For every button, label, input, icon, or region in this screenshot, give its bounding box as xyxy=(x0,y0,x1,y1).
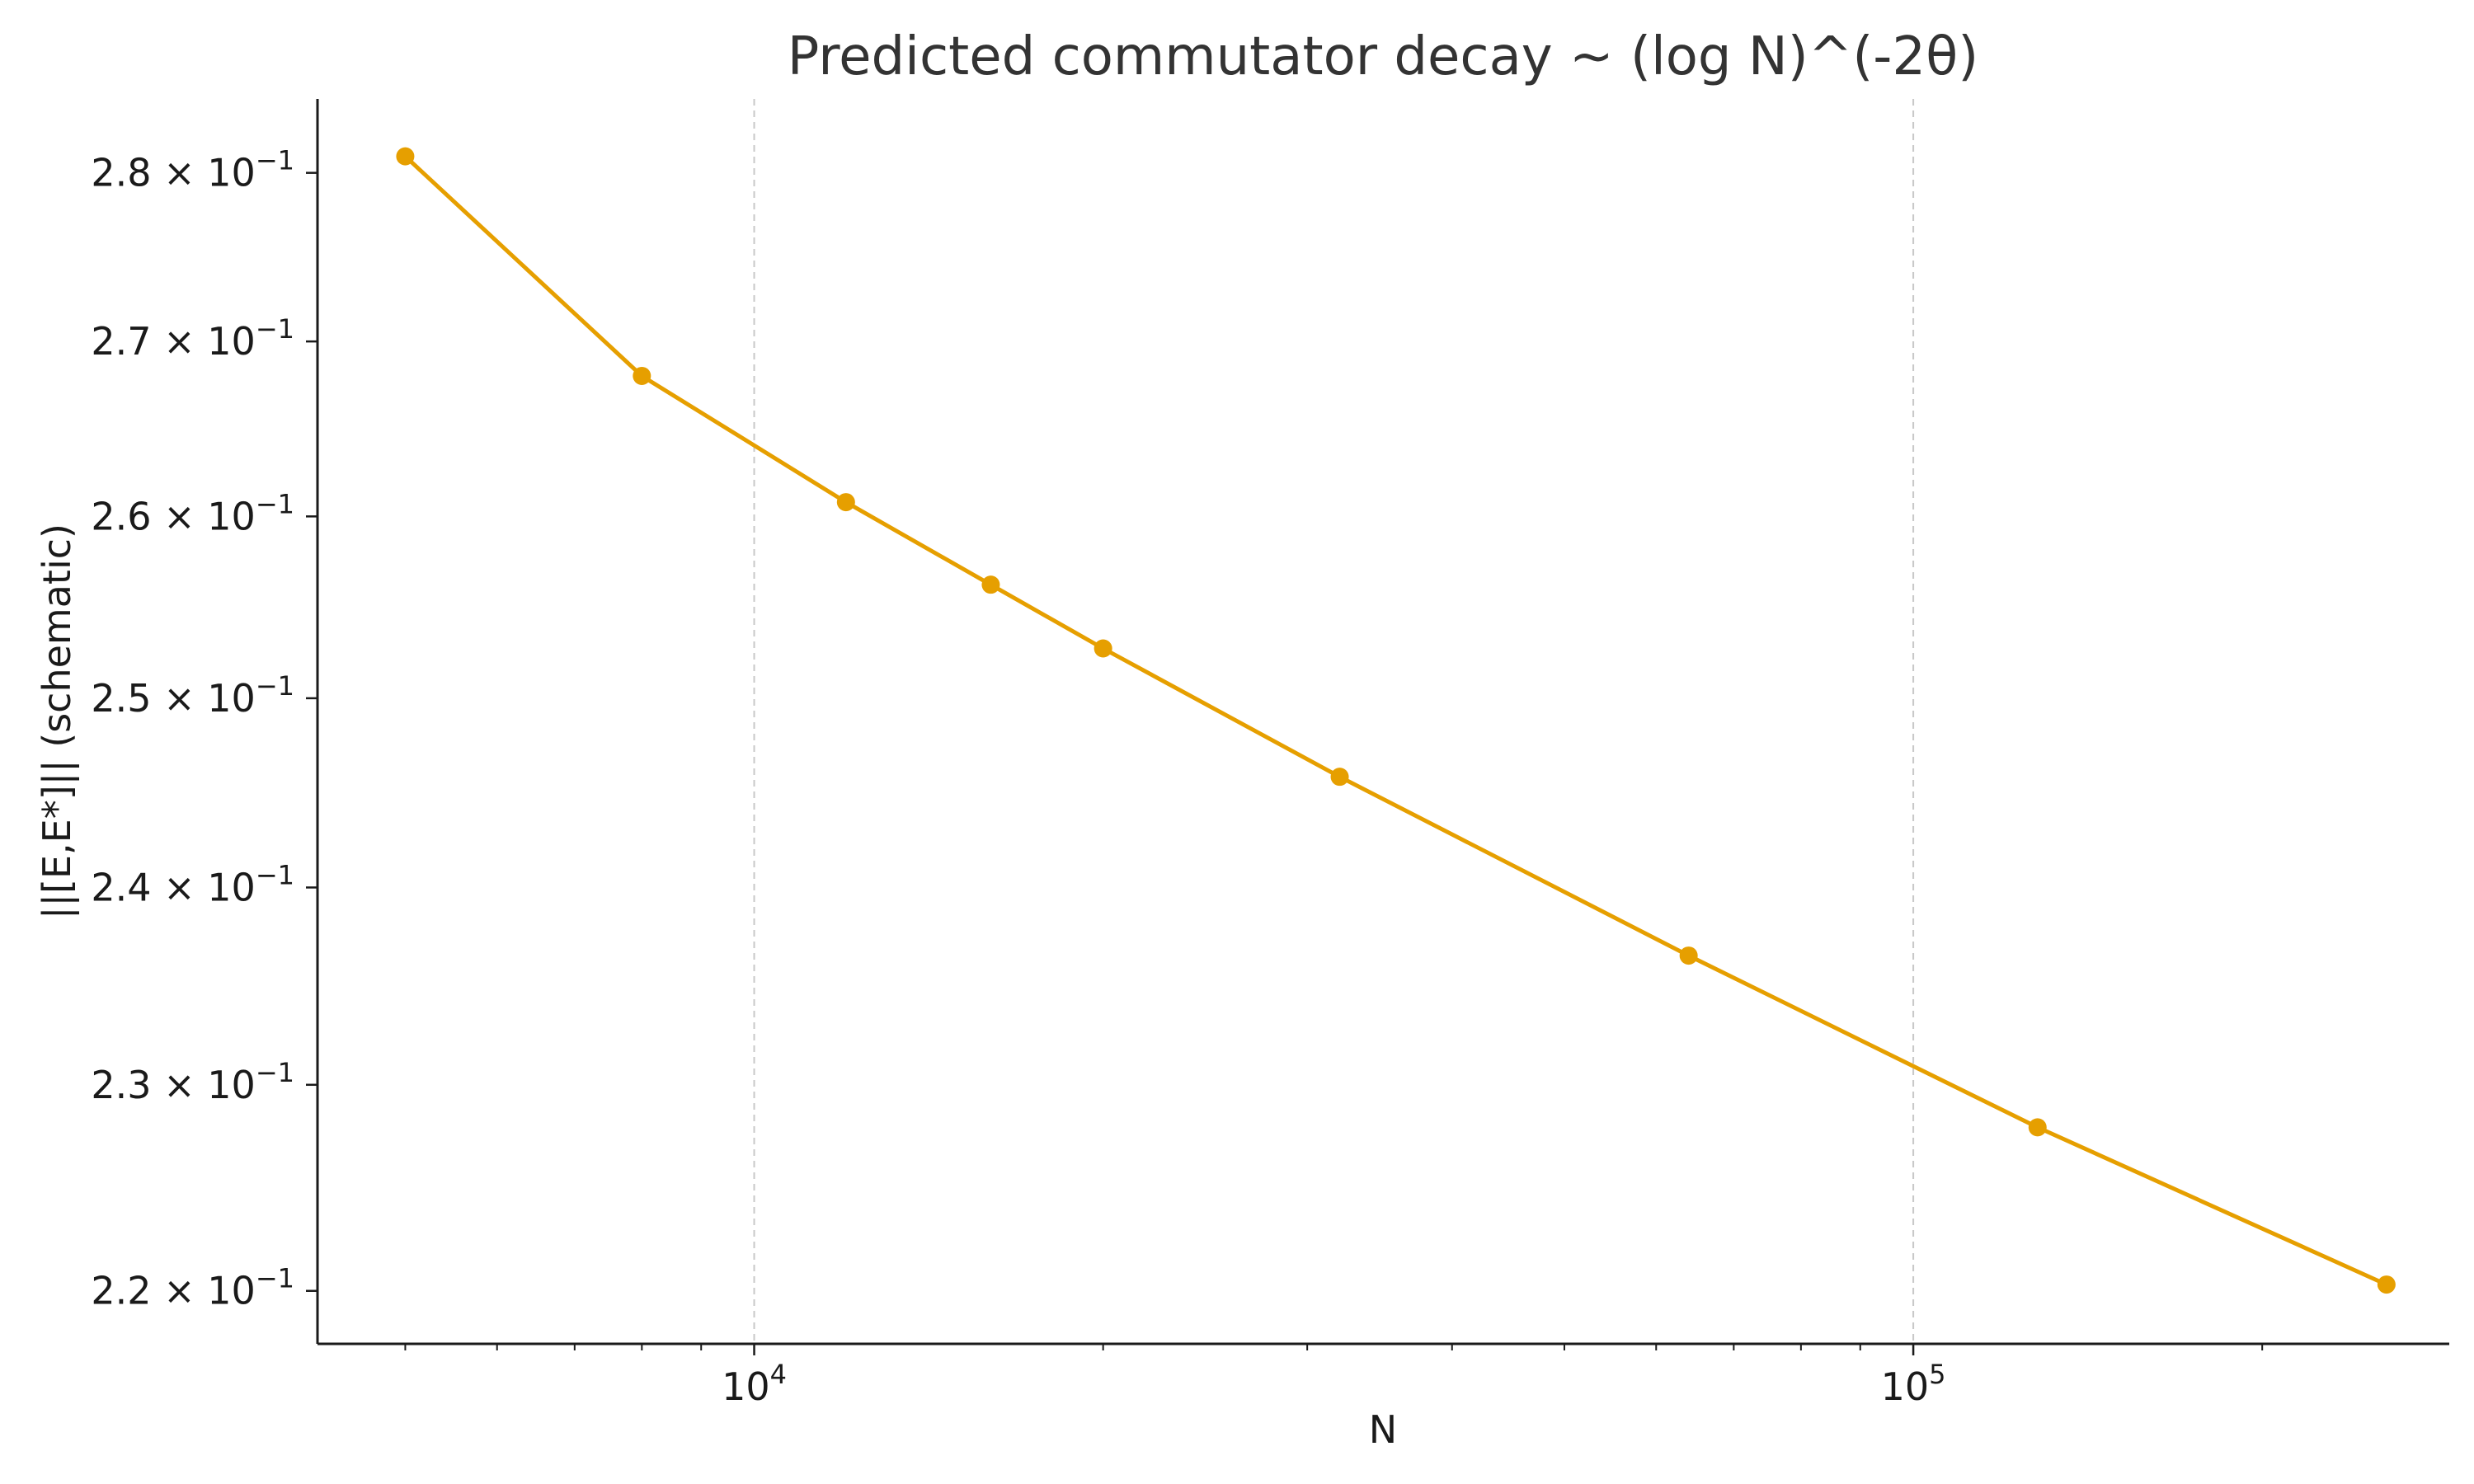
y-tick-base: 10 xyxy=(207,151,256,195)
series xyxy=(396,147,2396,1294)
y-tick-times: × xyxy=(163,865,207,909)
y-tick-mantissa: 2.4 xyxy=(91,865,163,909)
series-line xyxy=(403,154,2387,1287)
x-axis-label: N xyxy=(1369,1407,1397,1452)
y-tick-exp: −1 xyxy=(256,488,294,519)
y-tick-times: × xyxy=(163,494,207,538)
data-point xyxy=(633,366,651,385)
y-tick-mantissa: 2.7 xyxy=(91,319,163,364)
y-tick-exp: −1 xyxy=(256,1263,294,1294)
x-tick-exponent: 4 xyxy=(770,1359,787,1390)
y-tick-base: 10 xyxy=(207,1269,256,1313)
y-tick-base: 10 xyxy=(207,1063,256,1107)
grid xyxy=(753,99,1915,1344)
y-tick-mantissa: 2.3 xyxy=(91,1063,163,1107)
y-tick-exp: −1 xyxy=(256,313,294,345)
y-axis-label: ||[E,E*]|| (schematic) xyxy=(35,524,80,919)
chart-title: Predicted commutator decay ~ (log N)^(-2… xyxy=(788,26,1978,87)
y-tick-mantissa: 2.8 xyxy=(91,151,163,195)
y-tick-base: 10 xyxy=(207,319,256,364)
data-point xyxy=(2028,1118,2047,1137)
y-tick-mantissa: 2.6 xyxy=(91,494,163,538)
y-tick-base: 10 xyxy=(207,494,256,538)
data-point xyxy=(1094,639,1112,658)
data-point xyxy=(1679,946,1698,965)
y-tick-exp: −1 xyxy=(256,145,294,176)
y-tick-exp: −1 xyxy=(256,1057,294,1088)
y-tick-times: × xyxy=(163,151,207,195)
y-tick-label: 2.4 × 10−1 xyxy=(91,859,294,909)
y-tick-exp: −1 xyxy=(256,859,294,890)
x-tick-exponent: 5 xyxy=(1929,1359,1945,1390)
data-point xyxy=(981,575,1000,594)
x-tick-label: 104 xyxy=(722,1359,787,1409)
y-tick-base: 10 xyxy=(207,676,256,721)
data-point xyxy=(396,147,415,166)
y-tick-mantissa: 2.2 xyxy=(91,1269,163,1313)
y-tick-label: 2.2 × 10−1 xyxy=(91,1263,294,1313)
data-point xyxy=(836,493,855,512)
y-tick-label: 2.8 × 10−1 xyxy=(91,145,294,195)
x-tick-label: 105 xyxy=(1881,1359,1946,1409)
x-tick-base: 10 xyxy=(1881,1364,1930,1409)
y-tick-times: × xyxy=(163,319,207,364)
y-tick-times: × xyxy=(163,676,207,721)
y-tick-label: 2.5 × 10−1 xyxy=(91,670,294,721)
axes xyxy=(316,99,2449,1345)
data-point xyxy=(1330,768,1349,787)
y-tick-base: 10 xyxy=(207,865,256,909)
y-tick-label: 2.7 × 10−1 xyxy=(91,313,294,364)
y-tick-label: 2.3 × 10−1 xyxy=(91,1057,294,1107)
y-tick-mantissa: 2.5 xyxy=(91,676,163,721)
data-point xyxy=(2377,1275,2396,1294)
y-tick-times: × xyxy=(163,1269,207,1313)
x-tick-base: 10 xyxy=(722,1364,770,1409)
y-tick-label: 2.6 × 10−1 xyxy=(91,488,294,538)
y-tick-exp: −1 xyxy=(256,670,294,702)
y-tick-times: × xyxy=(163,1063,207,1107)
